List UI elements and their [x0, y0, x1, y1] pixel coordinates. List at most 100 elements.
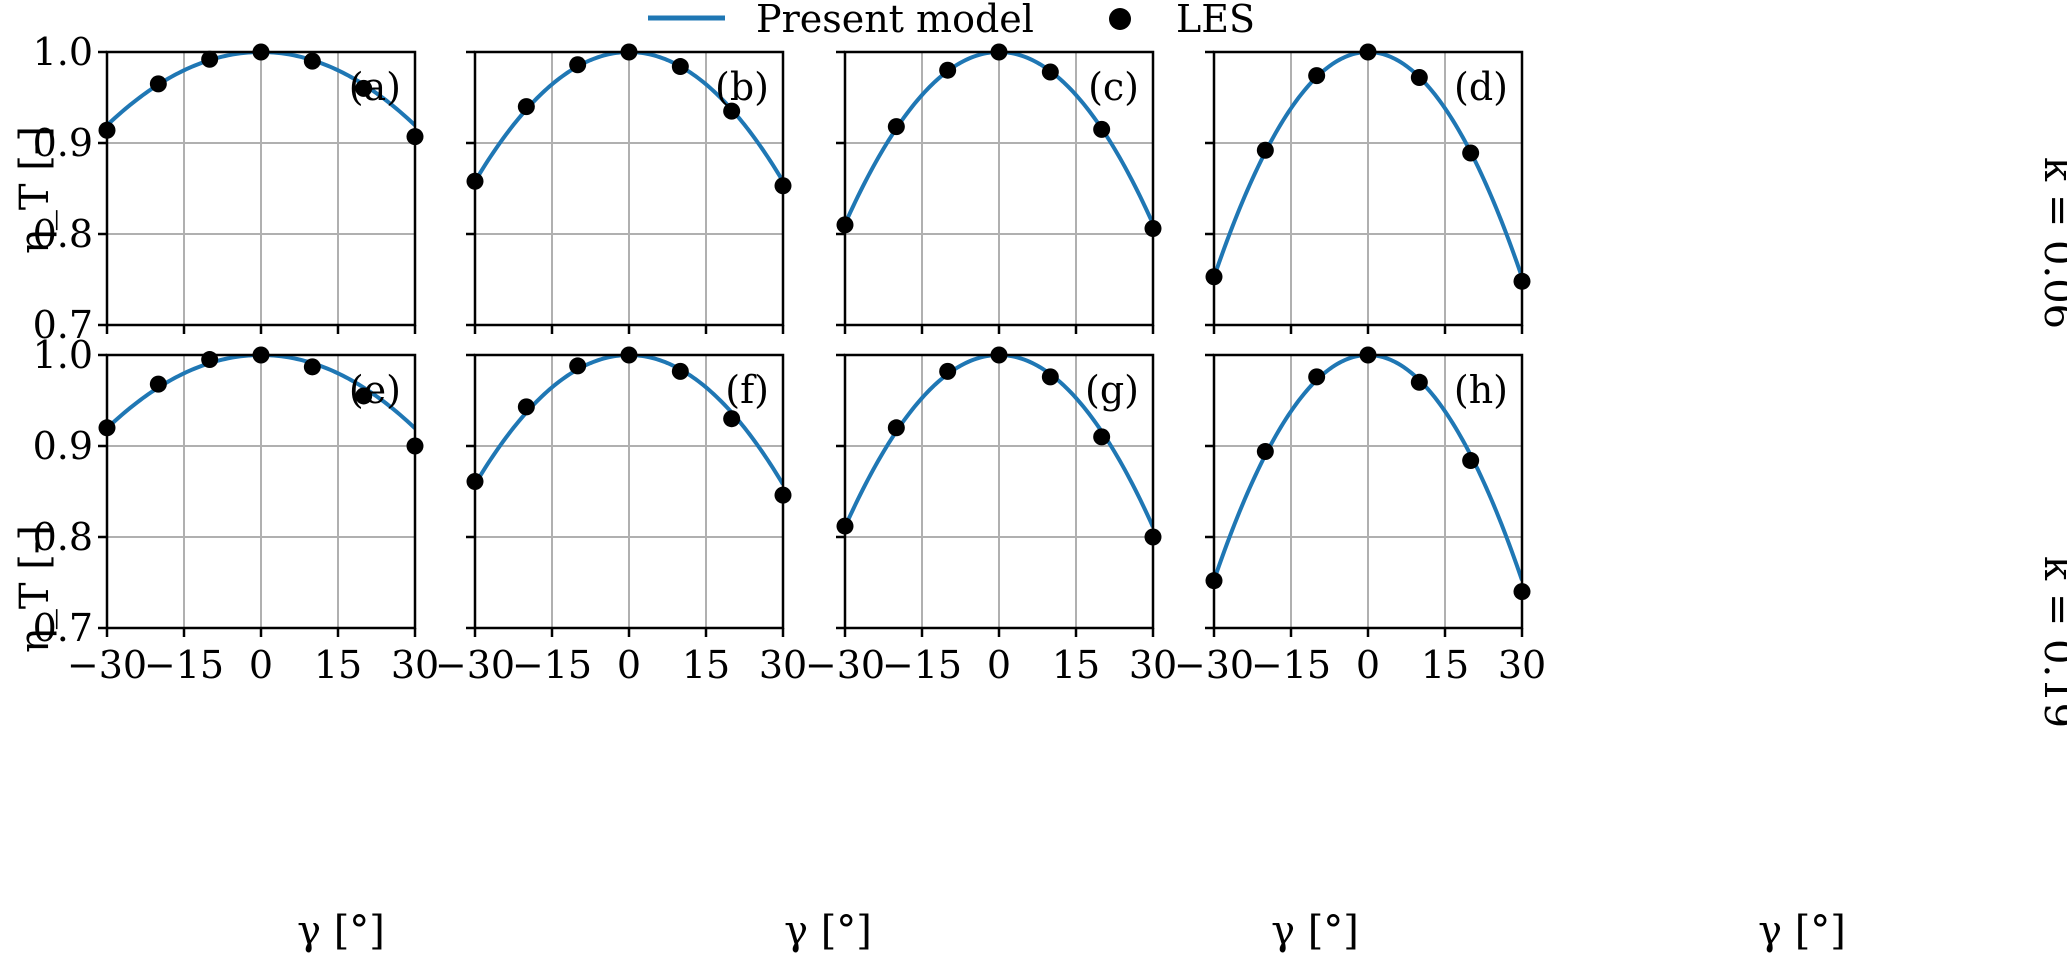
x-tick-label: 15	[314, 643, 362, 687]
panel-label: (f)	[725, 368, 769, 412]
les-point	[1093, 428, 1111, 446]
les-point	[1410, 373, 1428, 391]
les-point	[939, 362, 957, 380]
les-point	[149, 375, 167, 393]
les-point	[355, 79, 373, 97]
les-point	[671, 58, 689, 76]
y-tick-label: 0.8	[33, 515, 93, 559]
les-point	[406, 437, 424, 455]
x-axis-label-col2: γ [°]	[784, 908, 872, 954]
panel-grid: 0.70.80.91.0(a) (b) (c) (d)0.70.80.91.0−30−…	[33, 30, 1547, 687]
x-axis-label-col3: γ [°]	[1271, 908, 1359, 954]
les-point	[355, 387, 373, 405]
x-axis-label-col4: γ [°]	[1758, 908, 1846, 954]
panel-f: −30−15 0 15 30 (f)	[435, 346, 807, 687]
x-tick-label: 0	[1356, 643, 1380, 687]
x-tick-label: 15	[682, 643, 730, 687]
les-point	[201, 50, 219, 68]
x-tick-label: 30	[391, 643, 439, 687]
x-tick-label: −30	[1174, 643, 1254, 687]
x-tick-label: −30	[67, 643, 147, 687]
panel-a: 0.7 0.8 0.9 1.0 (a)	[33, 30, 424, 347]
panel-c: (c)	[836, 43, 1162, 334]
les-point	[303, 358, 321, 376]
y-axis-label-row2: η_T [-]	[12, 525, 58, 653]
les-point	[620, 43, 638, 61]
les-point	[774, 177, 792, 195]
les-point	[252, 346, 270, 364]
y-tick-label: 0.8	[33, 212, 93, 256]
les-point	[517, 398, 535, 416]
les-point	[466, 472, 484, 490]
x-tick-label: 30	[759, 643, 807, 687]
les-point	[1513, 583, 1531, 601]
les-point	[723, 102, 741, 120]
x-tick-label: −15	[512, 643, 592, 687]
panel-e: 0.7 0.8 0.9 1.0 −30−15 0 15 30 (e)	[33, 333, 440, 687]
y-tick-label: 1.0	[33, 333, 93, 377]
x-tick-label: 15	[1421, 643, 1469, 687]
y-tick-label: 1.0	[33, 30, 93, 74]
les-point	[1410, 68, 1428, 86]
les-point	[1144, 220, 1162, 238]
les-point	[887, 118, 905, 136]
les-point	[252, 43, 270, 61]
panel-g: −30−15 0 15 30 (g)	[805, 346, 1177, 687]
les-point	[1256, 442, 1274, 460]
x-tick-label: −15	[144, 643, 224, 687]
y-tick-label: 0.7	[33, 303, 93, 347]
panel-label: (c)	[1088, 65, 1139, 109]
row-label-k-0-19: k = 0.19	[2035, 556, 2067, 728]
panel-label: (g)	[1085, 368, 1139, 412]
x-tick-label: −15	[1251, 643, 1331, 687]
y-tick-label: 0.7	[33, 606, 93, 650]
les-point	[1205, 268, 1223, 286]
panel-label: (a)	[349, 65, 401, 109]
y-tick-label: 0.9	[33, 424, 93, 468]
x-tick-label: 0	[617, 643, 641, 687]
les-point	[887, 419, 905, 437]
panel-label: (h)	[1454, 368, 1508, 412]
y-tick-label: 0.9	[33, 121, 93, 165]
les-point	[1093, 120, 1111, 138]
les-point	[1462, 144, 1480, 162]
les-point	[1205, 572, 1223, 590]
les-point	[1359, 346, 1377, 364]
les-point	[517, 98, 535, 116]
x-tick-label: −30	[805, 643, 885, 687]
les-point	[836, 517, 854, 535]
x-tick-label: 0	[987, 643, 1011, 687]
les-point	[939, 61, 957, 79]
les-point	[1308, 368, 1326, 386]
les-point	[149, 75, 167, 93]
panel-label: (d)	[1454, 65, 1508, 109]
x-tick-label: 30	[1498, 643, 1546, 687]
les-point	[569, 357, 587, 375]
panel-b: (b)	[466, 43, 792, 334]
les-point	[1359, 43, 1377, 61]
les-point	[1041, 63, 1059, 81]
les-point	[406, 128, 424, 146]
legend-dot-swatch	[1109, 8, 1131, 30]
les-point	[98, 419, 116, 437]
les-point	[723, 410, 741, 428]
x-axis-label-col1: γ [°]	[297, 908, 385, 954]
les-point	[303, 52, 321, 70]
les-point	[774, 486, 792, 504]
x-tick-label: 0	[249, 643, 273, 687]
x-tick-label: −15	[882, 643, 962, 687]
les-point	[466, 172, 484, 190]
legend: Present model LES	[648, 0, 1255, 41]
les-point	[1308, 67, 1326, 85]
les-point	[990, 43, 1008, 61]
panel-d: (d)	[1205, 43, 1531, 334]
les-point	[990, 346, 1008, 364]
les-point	[1513, 272, 1531, 290]
x-tick-label: 30	[1129, 643, 1177, 687]
row-label-k-0-06: k = 0.06	[2035, 157, 2067, 329]
legend-label-les: LES	[1176, 0, 1255, 41]
les-point	[98, 121, 116, 139]
x-tick-label: −30	[435, 643, 515, 687]
les-point	[1256, 141, 1274, 159]
